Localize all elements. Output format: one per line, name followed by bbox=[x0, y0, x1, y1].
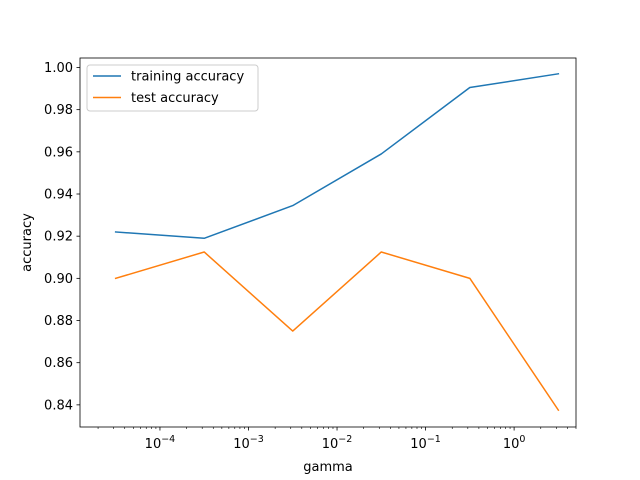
x-tick-label-base: 10 bbox=[503, 437, 520, 452]
y-tick-label: 0.96 bbox=[44, 145, 73, 160]
series-line-test-accuracy bbox=[114, 251, 560, 412]
y-tick-label: 0.94 bbox=[44, 188, 73, 203]
y-tick-label: 0.90 bbox=[44, 272, 73, 287]
y-tick-label: 0.84 bbox=[44, 398, 73, 413]
x-axis-label: gamma bbox=[303, 460, 353, 475]
y-tick-label: 0.92 bbox=[44, 230, 73, 245]
x-tick-label-exponent: −2 bbox=[338, 434, 352, 445]
y-axis-label: accuracy bbox=[20, 213, 35, 272]
x-tick-label-exponent: −3 bbox=[250, 434, 264, 445]
axes-frame bbox=[79, 57, 577, 428]
plot-series bbox=[114, 72, 560, 412]
x-tick-label-exponent: 0 bbox=[519, 434, 525, 445]
legend-label-test-accuracy: test accuracy bbox=[131, 91, 219, 106]
y-tick-label: 1.00 bbox=[44, 61, 73, 76]
legend: training accuracy test accuracy bbox=[86, 64, 259, 112]
x-tick-label: 10−2 bbox=[322, 434, 353, 452]
series-line-training-accuracy bbox=[114, 72, 560, 240]
x-tick-label-exponent: −4 bbox=[161, 434, 175, 445]
x-tick-label-base: 10 bbox=[233, 437, 250, 452]
x-tick-label-exponent: −1 bbox=[427, 434, 441, 445]
x-tick-label-base: 10 bbox=[145, 437, 162, 452]
x-tick-label: 10−1 bbox=[410, 434, 441, 452]
y-tick-label: 0.88 bbox=[44, 314, 73, 329]
x-tick-label-base: 10 bbox=[322, 437, 339, 452]
legend-label-training-accuracy: training accuracy bbox=[131, 70, 244, 85]
x-tick-label-base: 10 bbox=[410, 437, 427, 452]
y-tick-label: 0.86 bbox=[44, 356, 73, 371]
x-tick-label: 10−4 bbox=[145, 434, 176, 452]
y-axis-ticks: 0.84 0.86 0.88 0.90 0.92 0.94 0.96 0.98 1.00 bbox=[44, 61, 80, 413]
y-tick-label: 0.98 bbox=[44, 103, 73, 118]
x-tick-label: 100 bbox=[503, 434, 526, 452]
x-tick-label: 10−3 bbox=[233, 434, 264, 452]
x-axis-ticks: 10−4 10−3 10−2 10−1 100 bbox=[145, 427, 526, 452]
legend-box bbox=[86, 64, 259, 112]
